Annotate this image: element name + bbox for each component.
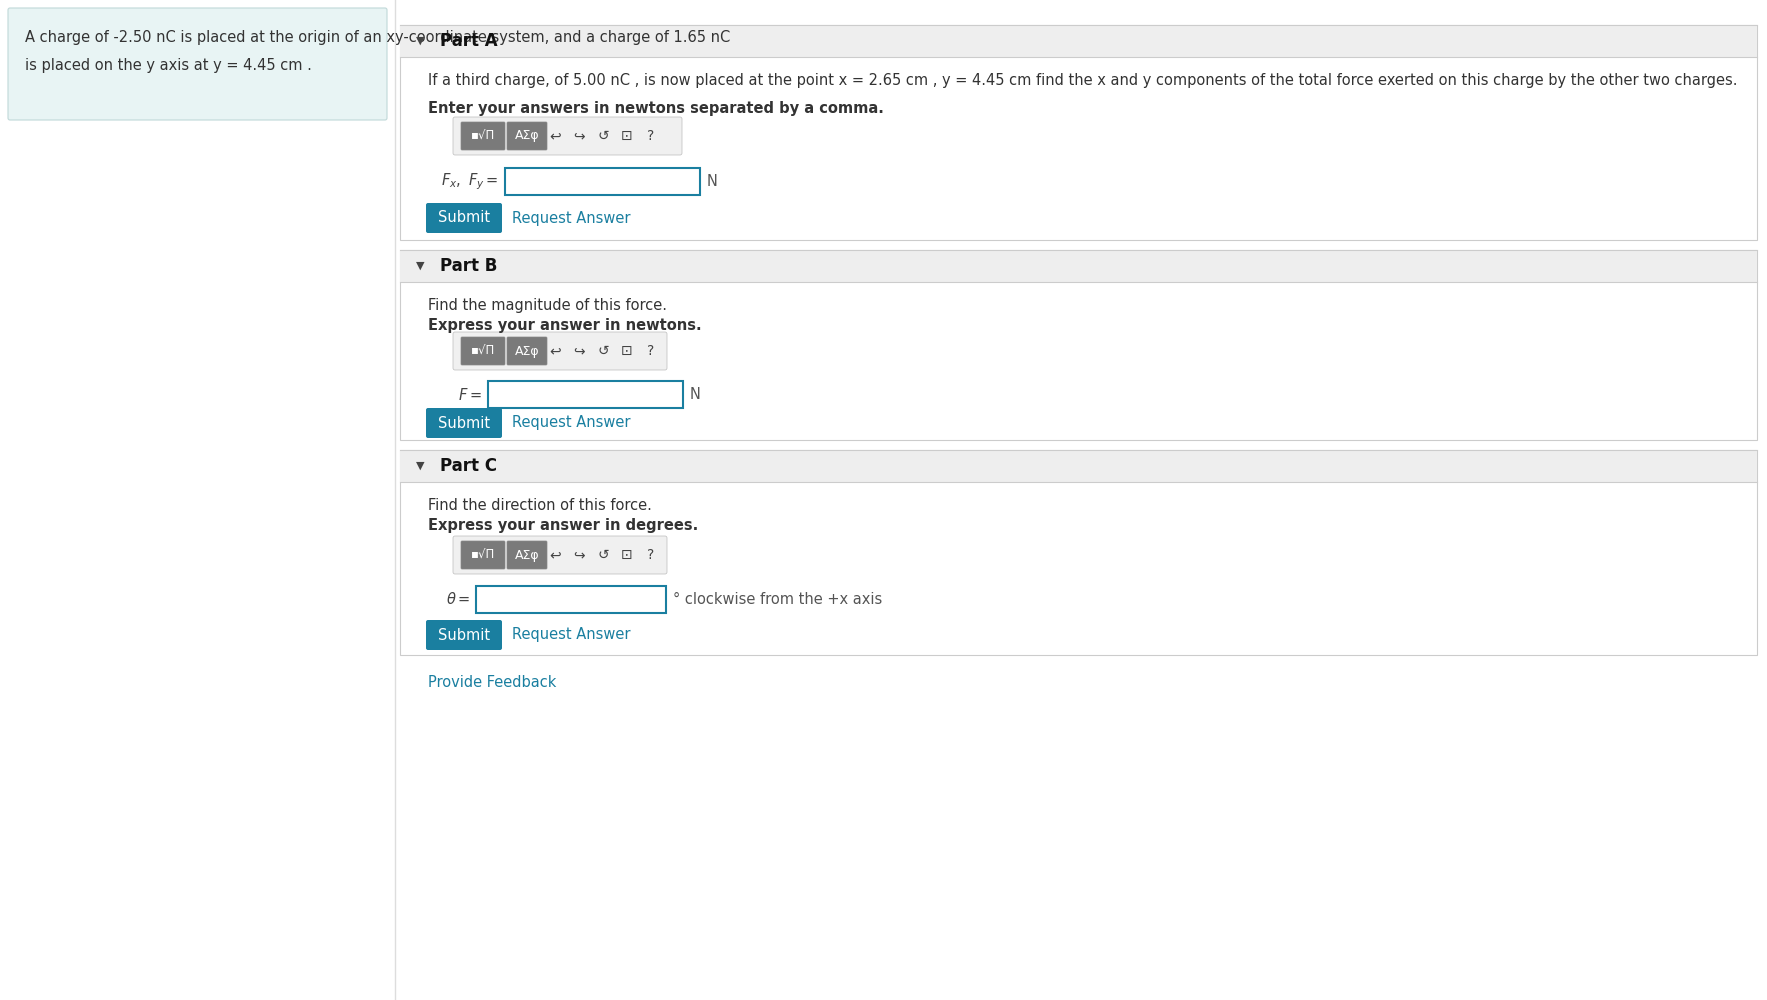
Text: ΑΣφ: ΑΣφ [514, 548, 539, 562]
Text: ⊡: ⊡ [622, 548, 633, 562]
Text: Submit: Submit [438, 211, 489, 226]
Text: ?: ? [647, 129, 654, 143]
Text: If a third charge, of 5.00 nC , is now placed at the point x = 2.65 cm , y = 4.4: If a third charge, of 5.00 nC , is now p… [428, 73, 1737, 88]
Text: Request Answer: Request Answer [512, 628, 631, 643]
Text: Provide Feedback: Provide Feedback [428, 675, 557, 690]
FancyBboxPatch shape [452, 117, 682, 155]
FancyBboxPatch shape [507, 541, 548, 569]
FancyBboxPatch shape [9, 8, 387, 120]
Text: ↺: ↺ [597, 129, 610, 143]
Text: Submit: Submit [438, 416, 489, 430]
FancyBboxPatch shape [452, 332, 666, 370]
Text: ▪√Π: ▪√Π [470, 129, 495, 142]
Text: ↩: ↩ [550, 129, 560, 143]
Text: Express your answer in degrees.: Express your answer in degrees. [428, 518, 698, 533]
FancyBboxPatch shape [426, 620, 502, 650]
Text: $\theta=$: $\theta=$ [445, 591, 470, 607]
Text: ↩: ↩ [550, 548, 560, 562]
Bar [488, 381, 684, 408]
Text: ↪: ↪ [573, 548, 585, 562]
FancyBboxPatch shape [461, 122, 505, 150]
Text: $F=$: $F=$ [458, 386, 482, 402]
Text: Part A: Part A [440, 32, 498, 50]
FancyBboxPatch shape [507, 122, 548, 150]
Text: Find the direction of this force.: Find the direction of this force. [428, 498, 652, 513]
Text: ↪: ↪ [573, 129, 585, 143]
Text: Request Answer: Request Answer [512, 211, 631, 226]
Text: ↩: ↩ [550, 344, 560, 358]
Text: Find the magnitude of this force.: Find the magnitude of this force. [428, 298, 666, 313]
FancyBboxPatch shape [452, 536, 666, 574]
FancyBboxPatch shape [461, 337, 505, 365]
FancyBboxPatch shape [507, 337, 548, 365]
Bar [399, 25, 1756, 57]
Text: $F_x,\ F_y=$: $F_x,\ F_y=$ [442, 171, 498, 192]
FancyBboxPatch shape [399, 25, 1756, 240]
FancyBboxPatch shape [399, 450, 1756, 655]
Text: ▼: ▼ [415, 461, 424, 471]
Text: Part B: Part B [440, 257, 497, 275]
Text: ⊡: ⊡ [622, 129, 633, 143]
Text: Express your answer in newtons.: Express your answer in newtons. [428, 318, 701, 333]
Text: ▪√Π: ▪√Π [470, 548, 495, 562]
Bar [505, 168, 700, 195]
Text: ΑΣφ: ΑΣφ [514, 344, 539, 358]
Bar [399, 450, 1756, 482]
Text: N: N [707, 174, 717, 189]
Text: ?: ? [647, 548, 654, 562]
Text: is placed on the y axis at y = 4.45 cm .: is placed on the y axis at y = 4.45 cm . [25, 58, 311, 73]
Text: ΑΣφ: ΑΣφ [514, 129, 539, 142]
Text: ↪: ↪ [573, 344, 585, 358]
Text: ▼: ▼ [415, 36, 424, 46]
Text: ▼: ▼ [415, 261, 424, 271]
Text: Request Answer: Request Answer [512, 416, 631, 430]
Text: ▪√Π: ▪√Π [470, 344, 495, 358]
Bar [399, 250, 1756, 282]
FancyBboxPatch shape [461, 541, 505, 569]
Text: ?: ? [647, 344, 654, 358]
Text: A charge of -2.50 nC is placed at the origin of an xy-coordinate system, and a c: A charge of -2.50 nC is placed at the or… [25, 30, 730, 45]
Text: Part C: Part C [440, 457, 497, 475]
FancyBboxPatch shape [426, 203, 502, 233]
Text: ↺: ↺ [597, 548, 610, 562]
Text: ° clockwise from the +x axis: ° clockwise from the +x axis [673, 592, 882, 607]
Text: ⊡: ⊡ [622, 344, 633, 358]
FancyBboxPatch shape [426, 408, 502, 438]
Text: N: N [689, 387, 701, 402]
Text: Enter your answers in newtons separated by a comma.: Enter your answers in newtons separated … [428, 101, 884, 116]
Text: ↺: ↺ [597, 344, 610, 358]
FancyBboxPatch shape [399, 250, 1756, 440]
Text: Submit: Submit [438, 628, 489, 643]
Bar [475, 586, 666, 613]
